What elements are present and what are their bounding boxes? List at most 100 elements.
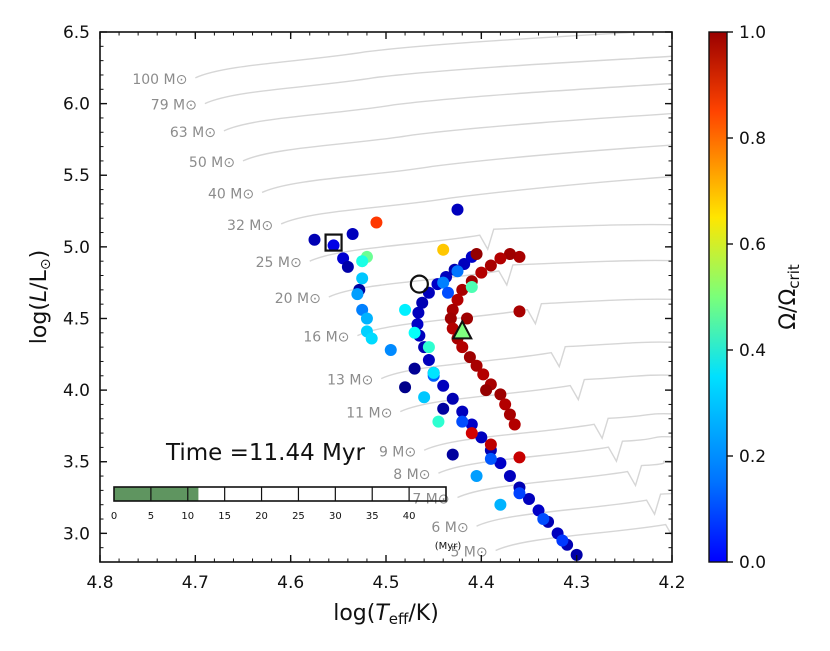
data-point bbox=[360, 312, 373, 325]
timeline-tick-label: 40 bbox=[403, 511, 416, 522]
y-tick-label: 3.0 bbox=[63, 524, 90, 544]
mass-labels: 100 M⊙ 79 M⊙ 63 M⊙ 50 M⊙ 40 M⊙ 32 M⊙ 25 M⊙ 20 M… bbox=[132, 72, 487, 561]
mass-label: 11 M⊙ bbox=[346, 406, 392, 422]
timeline-tick-label: 25 bbox=[292, 511, 305, 522]
data-point bbox=[456, 405, 469, 418]
evolution-track bbox=[438, 435, 672, 474]
square-marker bbox=[324, 233, 343, 252]
y-tick-label: 6.5 bbox=[63, 23, 90, 43]
data-point bbox=[446, 448, 459, 461]
data-point bbox=[465, 418, 478, 431]
data-point bbox=[422, 354, 435, 367]
data-point bbox=[503, 248, 516, 261]
colorbar-tick-label: 0.0 bbox=[739, 553, 766, 573]
timeline-tick-label: 15 bbox=[218, 511, 231, 522]
data-point bbox=[384, 344, 397, 356]
data-point bbox=[399, 381, 412, 394]
data-point bbox=[441, 286, 454, 299]
data-point bbox=[356, 272, 369, 285]
evolution-track bbox=[400, 374, 672, 413]
timeline-tick-label: 20 bbox=[255, 511, 268, 522]
data-point bbox=[470, 248, 483, 261]
y-tick-label: 3.5 bbox=[63, 453, 90, 473]
colorbar bbox=[708, 31, 728, 563]
colorbar-tick-label: 0.2 bbox=[739, 447, 766, 467]
data-point bbox=[465, 427, 478, 440]
mass-label: 25 M⊙ bbox=[256, 255, 302, 271]
mass-label: 50 M⊙ bbox=[189, 155, 235, 171]
data-point bbox=[513, 487, 526, 500]
mass-label: 6 M⊙ bbox=[431, 520, 468, 536]
y-tick-label: 4.5 bbox=[63, 309, 90, 329]
data-point bbox=[475, 431, 488, 444]
data-point bbox=[523, 492, 535, 505]
x-tick-label: 4.8 bbox=[86, 573, 113, 593]
data-point bbox=[456, 415, 469, 428]
data-point bbox=[446, 322, 459, 335]
y-axis: 3.0 3.5 4.0 4.5 5.0 5.5 6.0 6.5 bbox=[63, 23, 672, 549]
data-point bbox=[494, 252, 507, 265]
mass-label: 79 M⊙ bbox=[151, 98, 197, 114]
data-point bbox=[451, 265, 464, 278]
mass-label: 13 M⊙ bbox=[327, 373, 373, 389]
evolution-track bbox=[261, 144, 672, 194]
colorbar-tick-label: 1.0 bbox=[739, 23, 766, 43]
data-point bbox=[451, 293, 464, 306]
data-point bbox=[418, 391, 431, 404]
mass-label: 8 M⊙ bbox=[393, 467, 430, 483]
data-point bbox=[484, 438, 497, 451]
data-point bbox=[451, 203, 464, 216]
colorbar-title: Ω/Ωcrit bbox=[776, 264, 803, 330]
data-point bbox=[461, 312, 474, 325]
mass-label: 32 M⊙ bbox=[227, 218, 273, 234]
data-point bbox=[422, 286, 435, 299]
evolution-track bbox=[280, 175, 672, 225]
data-point bbox=[537, 513, 550, 526]
timeline-tick-label: 0 bbox=[111, 511, 117, 522]
data-point bbox=[446, 392, 459, 405]
evolution-track bbox=[476, 488, 672, 527]
data-point bbox=[437, 379, 450, 392]
data-point bbox=[470, 359, 483, 372]
data-point bbox=[465, 280, 478, 293]
x-tick-label: 4.4 bbox=[468, 573, 495, 593]
data-point bbox=[463, 351, 476, 364]
data-point bbox=[346, 227, 359, 240]
evolution-track bbox=[242, 112, 672, 162]
evolution-tracks bbox=[195, 32, 672, 552]
data-point bbox=[456, 283, 469, 296]
data-point bbox=[408, 362, 421, 375]
evolution-track bbox=[457, 460, 672, 499]
data-point bbox=[341, 260, 354, 273]
data-point bbox=[399, 303, 412, 316]
x-axis: 4.8 4.7 4.6 4.5 4.4 4.3 4.2 bbox=[86, 32, 686, 593]
evolution-track bbox=[204, 55, 672, 105]
evolution-track bbox=[423, 413, 672, 451]
data-point bbox=[437, 402, 450, 415]
data-point bbox=[484, 259, 497, 272]
y-tick-label: 6.0 bbox=[63, 95, 90, 115]
data-point bbox=[503, 470, 516, 483]
mass-label: 9 M⊙ bbox=[379, 444, 416, 460]
data-point bbox=[477, 368, 490, 381]
data-point bbox=[356, 255, 369, 268]
data-point bbox=[412, 306, 425, 319]
data-point bbox=[308, 233, 321, 246]
data-point bbox=[480, 384, 493, 397]
data-point bbox=[444, 312, 457, 325]
mass-label: 40 M⊙ bbox=[208, 186, 254, 202]
time-label: Time =11.44 Myr bbox=[165, 440, 365, 466]
x-tick-label: 4.2 bbox=[658, 573, 685, 593]
data-point bbox=[437, 276, 450, 289]
data-point bbox=[499, 398, 512, 411]
timeline-tick-label: 5 bbox=[148, 511, 154, 522]
mass-label: 100 M⊙ bbox=[132, 72, 187, 88]
data-point bbox=[556, 534, 569, 547]
data-point bbox=[513, 451, 526, 464]
data-point bbox=[484, 452, 497, 465]
x-tick-label: 4.5 bbox=[372, 573, 399, 593]
evolution-track bbox=[195, 32, 652, 79]
timeline-bar: 0 5 10 15 20 25 30 35 40 (Myr) bbox=[111, 486, 461, 552]
data-point bbox=[494, 498, 507, 511]
timeline-frame bbox=[113, 486, 447, 502]
